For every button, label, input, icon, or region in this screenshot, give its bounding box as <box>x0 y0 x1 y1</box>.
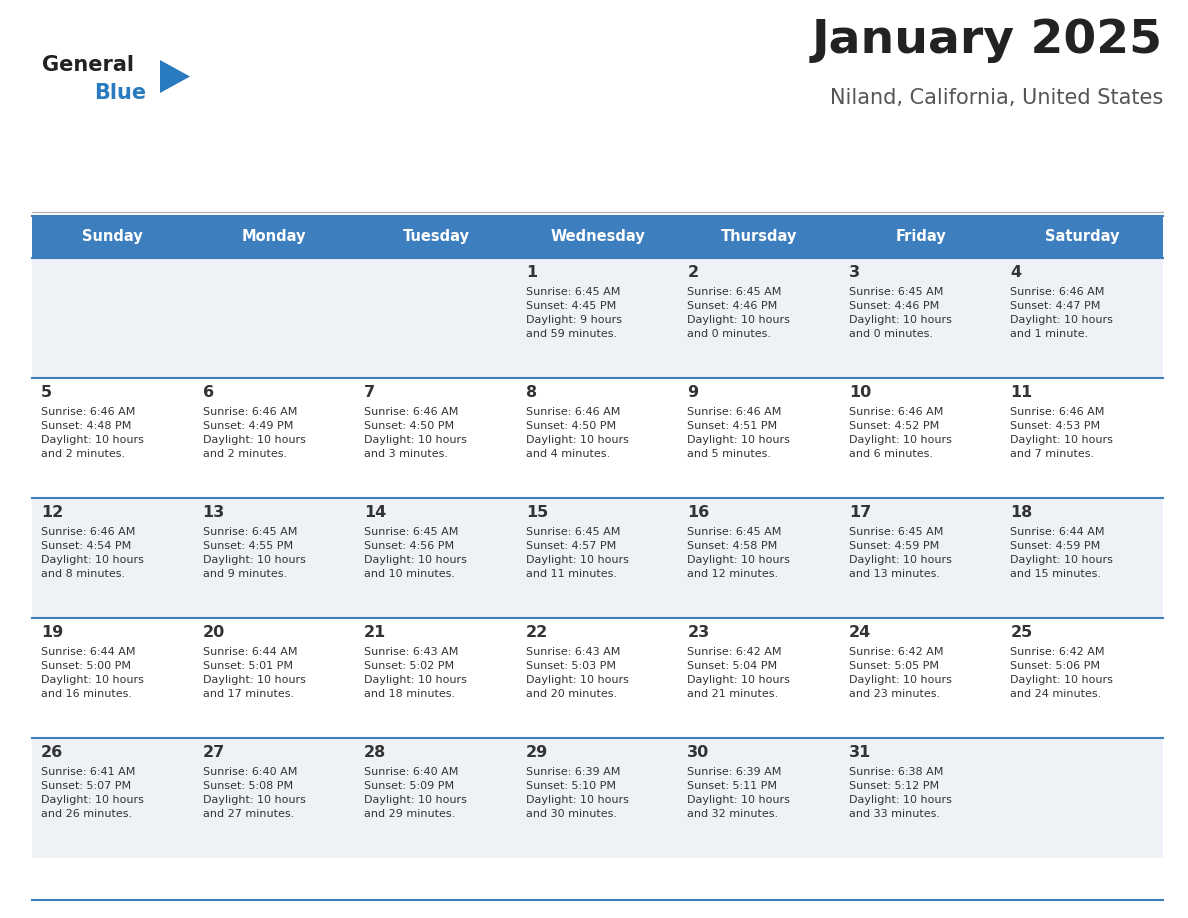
Text: Monday: Monday <box>242 230 307 244</box>
Text: Sunrise: 6:42 AM
Sunset: 5:05 PM
Daylight: 10 hours
and 23 minutes.: Sunrise: 6:42 AM Sunset: 5:05 PM Dayligh… <box>849 647 952 699</box>
Text: 3: 3 <box>849 265 860 280</box>
Text: Blue: Blue <box>94 83 146 103</box>
Text: 30: 30 <box>688 745 709 760</box>
Text: 23: 23 <box>688 625 709 640</box>
Text: Saturday: Saturday <box>1045 230 1119 244</box>
Text: 9: 9 <box>688 385 699 400</box>
Text: 7: 7 <box>365 385 375 400</box>
Text: Sunrise: 6:45 AM
Sunset: 4:57 PM
Daylight: 10 hours
and 11 minutes.: Sunrise: 6:45 AM Sunset: 4:57 PM Dayligh… <box>526 527 628 579</box>
Text: 18: 18 <box>1011 505 1032 520</box>
Text: Sunrise: 6:46 AM
Sunset: 4:49 PM
Daylight: 10 hours
and 2 minutes.: Sunrise: 6:46 AM Sunset: 4:49 PM Dayligh… <box>203 407 305 459</box>
Text: 13: 13 <box>203 505 225 520</box>
Text: Sunrise: 6:39 AM
Sunset: 5:11 PM
Daylight: 10 hours
and 32 minutes.: Sunrise: 6:39 AM Sunset: 5:11 PM Dayligh… <box>688 767 790 819</box>
Text: Sunrise: 6:42 AM
Sunset: 5:06 PM
Daylight: 10 hours
and 24 minutes.: Sunrise: 6:42 AM Sunset: 5:06 PM Dayligh… <box>1011 647 1113 699</box>
Text: Sunrise: 6:40 AM
Sunset: 5:09 PM
Daylight: 10 hours
and 29 minutes.: Sunrise: 6:40 AM Sunset: 5:09 PM Dayligh… <box>365 767 467 819</box>
Text: Sunrise: 6:45 AM
Sunset: 4:46 PM
Daylight: 10 hours
and 0 minutes.: Sunrise: 6:45 AM Sunset: 4:46 PM Dayligh… <box>849 287 952 339</box>
Text: Wednesday: Wednesday <box>550 230 645 244</box>
Text: Sunrise: 6:46 AM
Sunset: 4:47 PM
Daylight: 10 hours
and 1 minute.: Sunrise: 6:46 AM Sunset: 4:47 PM Dayligh… <box>1011 287 1113 339</box>
Text: Sunrise: 6:46 AM
Sunset: 4:50 PM
Daylight: 10 hours
and 3 minutes.: Sunrise: 6:46 AM Sunset: 4:50 PM Dayligh… <box>365 407 467 459</box>
Text: Sunrise: 6:40 AM
Sunset: 5:08 PM
Daylight: 10 hours
and 27 minutes.: Sunrise: 6:40 AM Sunset: 5:08 PM Dayligh… <box>203 767 305 819</box>
Text: 21: 21 <box>365 625 386 640</box>
Text: 24: 24 <box>849 625 871 640</box>
Bar <box>32 216 1163 258</box>
Text: 6: 6 <box>203 385 214 400</box>
Text: Sunrise: 6:45 AM
Sunset: 4:55 PM
Daylight: 10 hours
and 9 minutes.: Sunrise: 6:45 AM Sunset: 4:55 PM Dayligh… <box>203 527 305 579</box>
Bar <box>32 378 1163 498</box>
Bar <box>32 258 1163 378</box>
Bar <box>32 738 1163 858</box>
Text: Sunrise: 6:45 AM
Sunset: 4:46 PM
Daylight: 10 hours
and 0 minutes.: Sunrise: 6:45 AM Sunset: 4:46 PM Dayligh… <box>688 287 790 339</box>
Text: 25: 25 <box>1011 625 1032 640</box>
Text: 4: 4 <box>1011 265 1022 280</box>
Text: Sunrise: 6:43 AM
Sunset: 5:02 PM
Daylight: 10 hours
and 18 minutes.: Sunrise: 6:43 AM Sunset: 5:02 PM Dayligh… <box>365 647 467 699</box>
Text: Friday: Friday <box>896 230 946 244</box>
Text: 28: 28 <box>365 745 386 760</box>
Text: Sunday: Sunday <box>82 230 144 244</box>
Text: 17: 17 <box>849 505 871 520</box>
Text: Sunrise: 6:44 AM
Sunset: 5:01 PM
Daylight: 10 hours
and 17 minutes.: Sunrise: 6:44 AM Sunset: 5:01 PM Dayligh… <box>203 647 305 699</box>
Text: 16: 16 <box>688 505 709 520</box>
Text: Sunrise: 6:45 AM
Sunset: 4:56 PM
Daylight: 10 hours
and 10 minutes.: Sunrise: 6:45 AM Sunset: 4:56 PM Dayligh… <box>365 527 467 579</box>
Text: 14: 14 <box>365 505 386 520</box>
Text: Sunrise: 6:46 AM
Sunset: 4:51 PM
Daylight: 10 hours
and 5 minutes.: Sunrise: 6:46 AM Sunset: 4:51 PM Dayligh… <box>688 407 790 459</box>
Text: General: General <box>42 55 134 75</box>
Text: Sunrise: 6:44 AM
Sunset: 5:00 PM
Daylight: 10 hours
and 16 minutes.: Sunrise: 6:44 AM Sunset: 5:00 PM Dayligh… <box>42 647 144 699</box>
Text: 11: 11 <box>1011 385 1032 400</box>
Polygon shape <box>160 60 190 93</box>
Text: Sunrise: 6:44 AM
Sunset: 4:59 PM
Daylight: 10 hours
and 15 minutes.: Sunrise: 6:44 AM Sunset: 4:59 PM Dayligh… <box>1011 527 1113 579</box>
Text: Tuesday: Tuesday <box>403 230 469 244</box>
Text: Sunrise: 6:38 AM
Sunset: 5:12 PM
Daylight: 10 hours
and 33 minutes.: Sunrise: 6:38 AM Sunset: 5:12 PM Dayligh… <box>849 767 952 819</box>
Text: Niland, California, United States: Niland, California, United States <box>829 88 1163 108</box>
Text: 19: 19 <box>42 625 63 640</box>
Text: 29: 29 <box>526 745 548 760</box>
Text: 1: 1 <box>526 265 537 280</box>
Text: 5: 5 <box>42 385 52 400</box>
Text: 12: 12 <box>42 505 63 520</box>
Text: Sunrise: 6:41 AM
Sunset: 5:07 PM
Daylight: 10 hours
and 26 minutes.: Sunrise: 6:41 AM Sunset: 5:07 PM Dayligh… <box>42 767 144 819</box>
Bar <box>32 498 1163 618</box>
Text: 31: 31 <box>849 745 871 760</box>
Text: Sunrise: 6:46 AM
Sunset: 4:48 PM
Daylight: 10 hours
and 2 minutes.: Sunrise: 6:46 AM Sunset: 4:48 PM Dayligh… <box>42 407 144 459</box>
Text: Sunrise: 6:46 AM
Sunset: 4:52 PM
Daylight: 10 hours
and 6 minutes.: Sunrise: 6:46 AM Sunset: 4:52 PM Dayligh… <box>849 407 952 459</box>
Text: Sunrise: 6:46 AM
Sunset: 4:54 PM
Daylight: 10 hours
and 8 minutes.: Sunrise: 6:46 AM Sunset: 4:54 PM Dayligh… <box>42 527 144 579</box>
Text: Sunrise: 6:39 AM
Sunset: 5:10 PM
Daylight: 10 hours
and 30 minutes.: Sunrise: 6:39 AM Sunset: 5:10 PM Dayligh… <box>526 767 628 819</box>
Text: 2: 2 <box>688 265 699 280</box>
Text: 8: 8 <box>526 385 537 400</box>
Text: January 2025: January 2025 <box>813 18 1163 63</box>
Text: Sunrise: 6:42 AM
Sunset: 5:04 PM
Daylight: 10 hours
and 21 minutes.: Sunrise: 6:42 AM Sunset: 5:04 PM Dayligh… <box>688 647 790 699</box>
Text: Sunrise: 6:46 AM
Sunset: 4:53 PM
Daylight: 10 hours
and 7 minutes.: Sunrise: 6:46 AM Sunset: 4:53 PM Dayligh… <box>1011 407 1113 459</box>
Text: 27: 27 <box>203 745 225 760</box>
Text: Sunrise: 6:45 AM
Sunset: 4:45 PM
Daylight: 9 hours
and 59 minutes.: Sunrise: 6:45 AM Sunset: 4:45 PM Dayligh… <box>526 287 621 339</box>
Text: Sunrise: 6:46 AM
Sunset: 4:50 PM
Daylight: 10 hours
and 4 minutes.: Sunrise: 6:46 AM Sunset: 4:50 PM Dayligh… <box>526 407 628 459</box>
Text: 10: 10 <box>849 385 871 400</box>
Bar <box>32 618 1163 738</box>
Text: 26: 26 <box>42 745 63 760</box>
Text: Thursday: Thursday <box>721 230 797 244</box>
Text: Sunrise: 6:45 AM
Sunset: 4:58 PM
Daylight: 10 hours
and 12 minutes.: Sunrise: 6:45 AM Sunset: 4:58 PM Dayligh… <box>688 527 790 579</box>
Text: 20: 20 <box>203 625 225 640</box>
Text: Sunrise: 6:45 AM
Sunset: 4:59 PM
Daylight: 10 hours
and 13 minutes.: Sunrise: 6:45 AM Sunset: 4:59 PM Dayligh… <box>849 527 952 579</box>
Text: Sunrise: 6:43 AM
Sunset: 5:03 PM
Daylight: 10 hours
and 20 minutes.: Sunrise: 6:43 AM Sunset: 5:03 PM Dayligh… <box>526 647 628 699</box>
Text: 15: 15 <box>526 505 548 520</box>
Text: 22: 22 <box>526 625 548 640</box>
